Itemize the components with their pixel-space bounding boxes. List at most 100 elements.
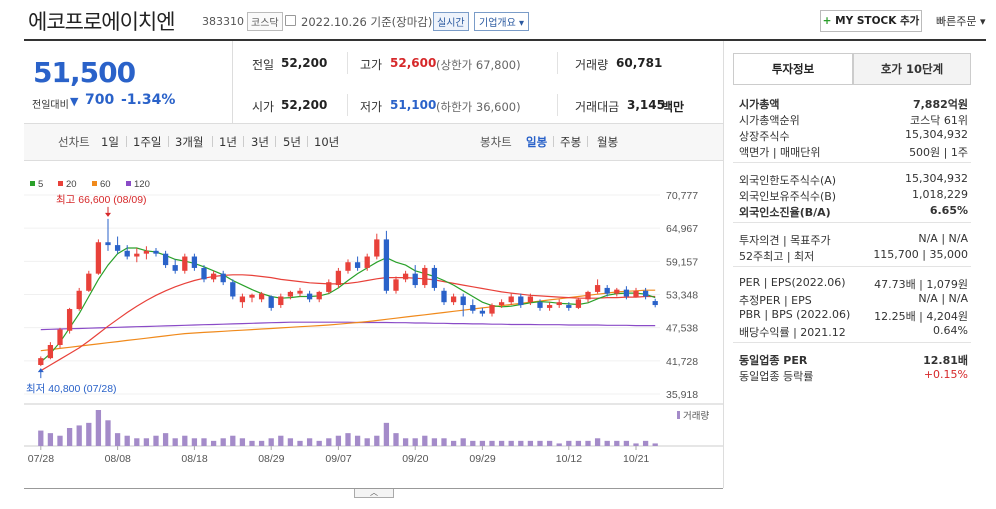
lower-limit: (하한가 36,600) — [436, 100, 521, 114]
info-value: 12.25배 | 4,204원 — [874, 310, 968, 323]
legend-swatch — [126, 181, 131, 186]
market-badge: 코스닥 — [247, 12, 283, 31]
period-5y[interactable]: 5년 — [283, 135, 301, 149]
candle-body — [201, 267, 207, 280]
candle-body — [594, 285, 601, 292]
company-overview-select[interactable]: 기업개요 ▾ — [474, 12, 529, 31]
candle-body — [47, 345, 54, 359]
period-divider — [212, 136, 213, 147]
volume-bar — [383, 422, 390, 446]
volume-bar — [393, 433, 399, 446]
legend-label: 5 — [38, 179, 43, 190]
volume-bar — [287, 438, 294, 446]
legend-swatch — [58, 181, 63, 186]
period-monthly[interactable]: 월봉 — [597, 135, 619, 149]
y-tick-label: 41,728 — [666, 356, 698, 368]
ma20-line — [40, 274, 656, 372]
period-1y[interactable]: 1년 — [219, 135, 237, 149]
info-label: 동일업종 등락률 — [739, 370, 814, 383]
candle-body — [652, 301, 658, 306]
period-3y[interactable]: 3년 — [251, 135, 269, 149]
volume-bar — [220, 438, 226, 446]
candle-body — [76, 290, 82, 310]
candle-body — [335, 270, 342, 286]
volume-bar — [105, 420, 111, 446]
stat-divider — [347, 52, 348, 74]
volume-bar — [57, 435, 63, 446]
x-tick-label: 08/08 — [105, 453, 131, 465]
change-rate: -1.34% — [121, 92, 176, 108]
info-value: 500원 | 1주 — [909, 146, 968, 159]
candles — [38, 218, 658, 367]
volume-bars: 거래량 — [38, 410, 709, 446]
period-daily[interactable]: 일봉 — [526, 135, 548, 149]
candle-body — [412, 273, 418, 286]
quick-order-button[interactable]: 빠른주문 ▾ — [936, 15, 986, 28]
high-arrow-head — [105, 212, 111, 217]
current-price: 51,500 — [33, 56, 136, 89]
volume-bar — [143, 438, 150, 446]
mystock-label: MY STOCK 추가 — [835, 15, 920, 27]
info-value: 115,700 | 35,000 — [873, 248, 968, 261]
high-annotation: 최고 66,600 (08/09) — [56, 194, 147, 206]
tab-divider — [733, 84, 971, 85]
volume-bar — [364, 438, 370, 446]
info-group-divider — [733, 162, 971, 163]
realtime-button[interactable]: 실시간 — [433, 12, 469, 31]
period-1d[interactable]: 1일 — [101, 135, 119, 149]
stat-divider — [557, 94, 558, 116]
volume-bar — [614, 440, 620, 446]
amount-value: 3,145 — [627, 98, 665, 112]
candle-body — [230, 282, 236, 297]
y-tick-label: 47,538 — [666, 323, 698, 335]
info-value: 7,882억원 — [912, 98, 968, 111]
tab-invest-info[interactable]: 투자정보 — [733, 53, 853, 85]
volume-bar — [210, 440, 217, 446]
volume-bar — [268, 438, 274, 446]
plus-icon: + — [822, 15, 836, 27]
volume-bar — [508, 440, 514, 446]
change-amount: 700 — [85, 92, 115, 108]
candle-body — [306, 293, 313, 300]
y-axis-ticks: 70,777 64,967 59,157 53,348 47,538 41,728 35,9… — [666, 190, 698, 401]
collapse-chevron-icon[interactable]: ︿ — [354, 489, 394, 498]
info-label: 투자의견 | 목표주가 — [739, 234, 831, 247]
volume-bar — [652, 443, 658, 446]
mystock-add-button[interactable]: + MY STOCK 추가 — [820, 10, 922, 32]
amount-label: 거래대금 — [575, 100, 620, 114]
volume-bar — [594, 438, 601, 446]
volume-bar — [326, 438, 332, 446]
period-1w[interactable]: 1주일 — [133, 135, 162, 149]
candle-body — [623, 289, 630, 297]
panel-divider — [723, 41, 724, 488]
volume-bar — [249, 440, 255, 446]
period-divider — [275, 136, 276, 147]
info-label: 외국인한도주식수(A) — [739, 174, 837, 187]
candle-chart-label: 봉차트 — [480, 135, 512, 149]
volume-bar — [374, 435, 380, 446]
info-value: N/A | N/A — [918, 232, 968, 245]
volume-bar — [402, 438, 409, 446]
info-label: 외국인보유주식수(B) — [739, 190, 837, 203]
candle-body — [422, 267, 428, 286]
period-10y[interactable]: 10년 — [314, 135, 340, 149]
candle-body — [114, 245, 121, 251]
volume-bar — [114, 433, 121, 446]
candle-body — [66, 309, 73, 331]
ma120-line — [40, 321, 656, 331]
info-value: 15,304,932 — [905, 128, 968, 141]
candle-body — [393, 279, 399, 291]
candle-body — [182, 256, 188, 271]
x-tick-label: 09/20 — [402, 453, 428, 465]
candle-body — [489, 305, 495, 314]
period-weekly[interactable]: 주봉 — [560, 135, 582, 149]
price-chart[interactable]: 5 20 60 120 70,777 64,967 59,157 53,348 47,538 4… — [24, 161, 723, 488]
period-3m[interactable]: 3개월 — [175, 135, 204, 149]
info-value: 6.65% — [929, 204, 968, 217]
x-axis-ticks: 07/28 08/08 08/18 08/29 09/07 09/20 09/29 10/12… — [28, 446, 649, 465]
tab-hoga-10[interactable]: 호가 10단계 — [853, 53, 971, 85]
chart-grid — [24, 194, 723, 447]
volume-bar — [604, 440, 610, 446]
volume-bar — [575, 440, 582, 446]
volume-bar — [431, 438, 438, 446]
